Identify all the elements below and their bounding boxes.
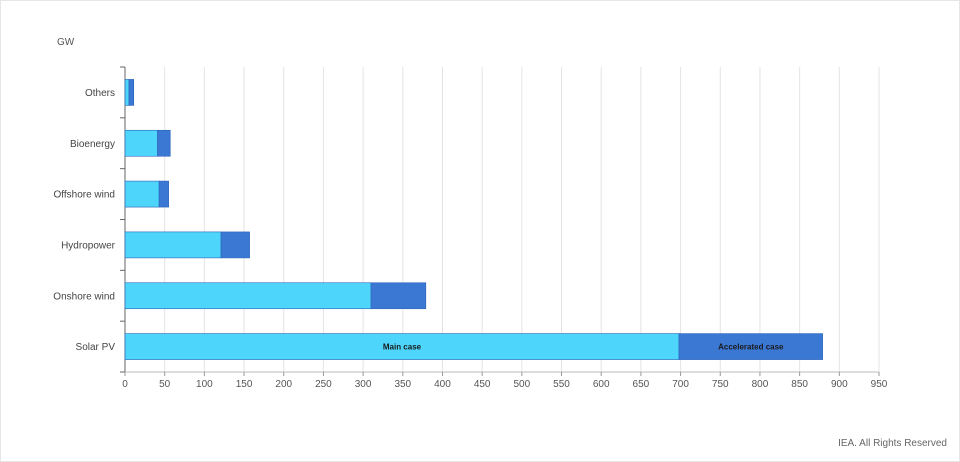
x-tick-label: 550 (553, 379, 570, 390)
bar-main-case (124, 180, 160, 208)
y-tick-label: Onshore wind (53, 291, 115, 302)
y-tick-label: Offshore wind (53, 190, 115, 201)
bar-series-label: Main case (383, 343, 422, 352)
bar-series-label: Accelerated case (718, 343, 784, 352)
x-tick-label: 100 (196, 379, 213, 390)
x-tick-label: 950 (871, 379, 888, 390)
bar-main-case (124, 79, 130, 106)
x-tick-label: 0 (122, 379, 128, 390)
bar-accelerated-case (158, 180, 169, 208)
x-tick-label: 450 (474, 379, 491, 390)
x-tick-label: 700 (672, 379, 689, 390)
x-tick-label: 150 (236, 379, 253, 390)
x-tick-label: 200 (275, 379, 292, 390)
y-tick-label: Hydropower (61, 240, 116, 251)
bar-accelerated-case (370, 282, 427, 310)
y-tick-label: Solar PV (76, 342, 116, 353)
x-tick-label: 850 (791, 379, 808, 390)
bar-main-case (124, 282, 372, 310)
x-tick-label: 50 (159, 379, 171, 390)
bar-accelerated-case (678, 333, 823, 360)
x-tick-label: 500 (513, 379, 530, 390)
x-tick-label: 650 (633, 379, 650, 390)
credit-text: IEA. All Rights Reserved (838, 438, 947, 449)
x-tick-label: 900 (831, 379, 848, 390)
x-tick-label: 400 (434, 379, 451, 390)
x-tick-label: 750 (712, 379, 729, 390)
x-tick-label: 600 (593, 379, 610, 390)
bar-accelerated-case (128, 79, 135, 106)
x-tick-label: 800 (752, 379, 769, 390)
bar-main-case (124, 129, 158, 157)
x-tick-label: 350 (394, 379, 411, 390)
bar-accelerated-case (220, 231, 250, 259)
bar-main-case (124, 231, 222, 259)
x-tick-label: 300 (355, 379, 372, 390)
bar-accelerated-case (157, 129, 171, 157)
y-tick-label: Others (85, 88, 115, 99)
unit-label: GW (57, 37, 75, 48)
x-tick-label: 250 (315, 379, 332, 390)
bar-main-case (124, 333, 680, 360)
y-tick-label: Bioenergy (70, 139, 115, 150)
